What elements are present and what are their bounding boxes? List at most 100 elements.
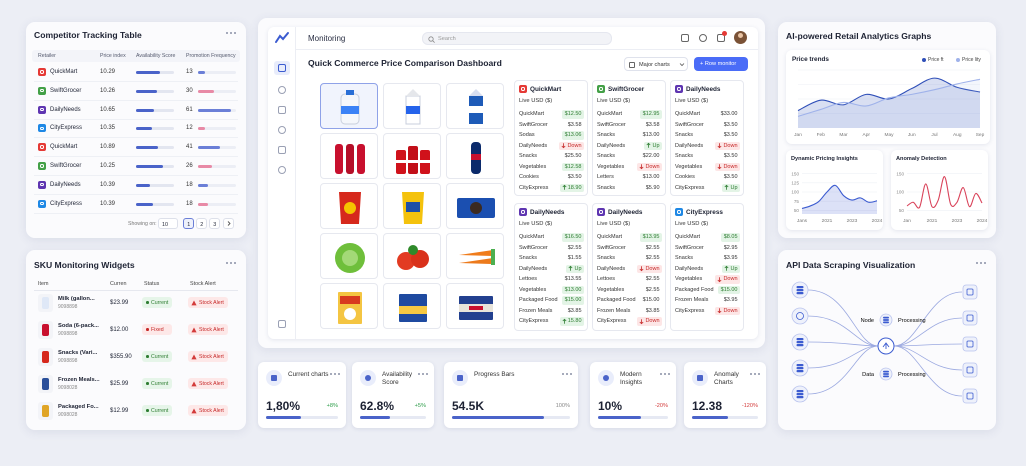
header-divider (34, 290, 238, 291)
product-shape (459, 250, 493, 256)
more-menu[interactable] (976, 261, 988, 266)
alert-text: Stock Alert (199, 326, 224, 333)
row-label: CityExpress (675, 184, 705, 191)
panel-title: AI-powered Retail Analytics Graphs (786, 31, 932, 41)
header-icon[interactable] (680, 33, 690, 43)
page-button[interactable]: 3 (209, 218, 220, 229)
row-value-text: $12.95 (642, 111, 660, 118)
next-page[interactable] (223, 218, 234, 229)
product-tile[interactable] (383, 233, 441, 279)
icon-glyph (40, 145, 44, 149)
product-tile[interactable] (446, 283, 504, 329)
row-value-text: $16.50 (564, 234, 582, 241)
row-monitor-button[interactable]: + Row monitor (694, 57, 748, 71)
stock-alert-pill: Stock Alert (188, 324, 228, 335)
product-tile[interactable] (446, 133, 504, 179)
stock-alert-pill: Stock Alert (188, 405, 228, 416)
row-value-text: $12.50 (564, 111, 582, 118)
more-menu[interactable] (660, 372, 672, 377)
chart-dropdown[interactable]: Major charts (624, 57, 688, 71)
row-label: SwiftGrocer (519, 121, 548, 128)
promo-track (198, 183, 236, 187)
product-tile[interactable] (320, 83, 378, 129)
page-button[interactable]: 1 (183, 218, 194, 229)
row-divider (34, 156, 238, 158)
product-tile[interactable] (383, 183, 441, 229)
row-label: DailyNeeds (519, 142, 548, 149)
more-menu[interactable] (226, 261, 238, 266)
sidebar-icon[interactable] (274, 61, 290, 75)
avatar[interactable] (734, 31, 747, 44)
more-menu[interactable] (562, 372, 574, 377)
search-box[interactable]: Search (422, 32, 612, 45)
column-header: Availability Score (136, 53, 176, 59)
product-shape (469, 306, 483, 310)
y-tick-label: 150 (791, 171, 799, 176)
status-pill: Current (142, 297, 172, 308)
status-text: Fixed (151, 326, 164, 333)
sidebar-icon[interactable] (274, 317, 290, 331)
status-pill: Fixed (142, 324, 172, 335)
next-icon (227, 221, 231, 226)
row-value-text: $8.05 (723, 234, 738, 241)
product-tile[interactable] (446, 83, 504, 129)
row-value: $12.95 (640, 110, 662, 119)
flow-line (893, 343, 963, 347)
alert-text: Stock Alert (199, 407, 224, 414)
progress-track (266, 416, 338, 419)
legend-swatch (956, 57, 960, 62)
icon-glyph (40, 164, 44, 168)
product-tile[interactable] (383, 283, 441, 329)
sidebar-icon[interactable] (274, 123, 290, 137)
row-value-text: $3.58 (645, 121, 660, 128)
sidebar-icon[interactable] (274, 103, 290, 117)
sidebar-icon[interactable] (274, 163, 290, 177)
more-menu[interactable] (330, 372, 342, 377)
icon-glyph (599, 210, 603, 214)
product-tile[interactable] (446, 233, 504, 279)
promotion-frequency: 12 (186, 125, 193, 132)
nav-title: Monitoring (308, 34, 346, 43)
status-text: Current (151, 353, 169, 360)
product-tile[interactable] (320, 133, 378, 179)
row-value-text: $13.95 (642, 234, 660, 241)
row-value: Down (715, 141, 740, 150)
product-tile[interactable] (383, 133, 441, 179)
row-value: Up (722, 183, 740, 192)
kpi-label: Current charts (288, 371, 329, 378)
sidebar-icon[interactable] (274, 143, 290, 157)
product-tile[interactable] (320, 283, 378, 329)
menu-dot (754, 373, 757, 376)
y-tick-label: 75 (794, 199, 800, 204)
alert-icon (191, 408, 197, 413)
product-shape (459, 258, 493, 264)
sidebar-icon[interactable] (274, 83, 290, 97)
row-value-text: $2.55 (645, 276, 660, 283)
row-label: Snacks (519, 255, 538, 261)
more-menu[interactable] (750, 372, 762, 377)
product-tile[interactable] (320, 233, 378, 279)
store-icon (675, 85, 683, 93)
store-name: DailyNeeds (530, 209, 565, 216)
per-page-select[interactable]: 10 (158, 218, 178, 229)
status-text: Current (151, 299, 169, 306)
x-tick-label: 2024 (872, 218, 883, 224)
row-label: SwiftGrocer (597, 121, 626, 128)
store-name: DailyNeeds (608, 209, 643, 216)
product-tile[interactable] (320, 183, 378, 229)
promo-track (198, 202, 236, 206)
product-image (338, 292, 362, 324)
product-tile[interactable] (446, 183, 504, 229)
more-menu[interactable] (226, 31, 238, 36)
promo-track (198, 127, 236, 131)
more-menu[interactable] (418, 372, 430, 377)
anomaly-card: Anomaly Detection 50 100 150 Jan 2021 2023 2024 (891, 150, 988, 230)
row-value: $25.50 (562, 152, 584, 161)
header-icon[interactable] (716, 31, 727, 43)
product-tile[interactable] (383, 83, 441, 129)
icon-glyph (677, 87, 681, 91)
header-icon[interactable] (698, 33, 708, 43)
page-button[interactable]: 2 (196, 218, 207, 229)
handle (432, 39, 435, 43)
